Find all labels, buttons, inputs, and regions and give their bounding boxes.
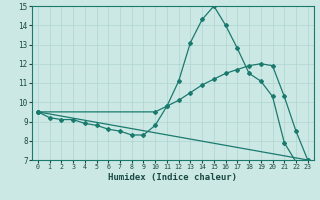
- X-axis label: Humidex (Indice chaleur): Humidex (Indice chaleur): [108, 173, 237, 182]
